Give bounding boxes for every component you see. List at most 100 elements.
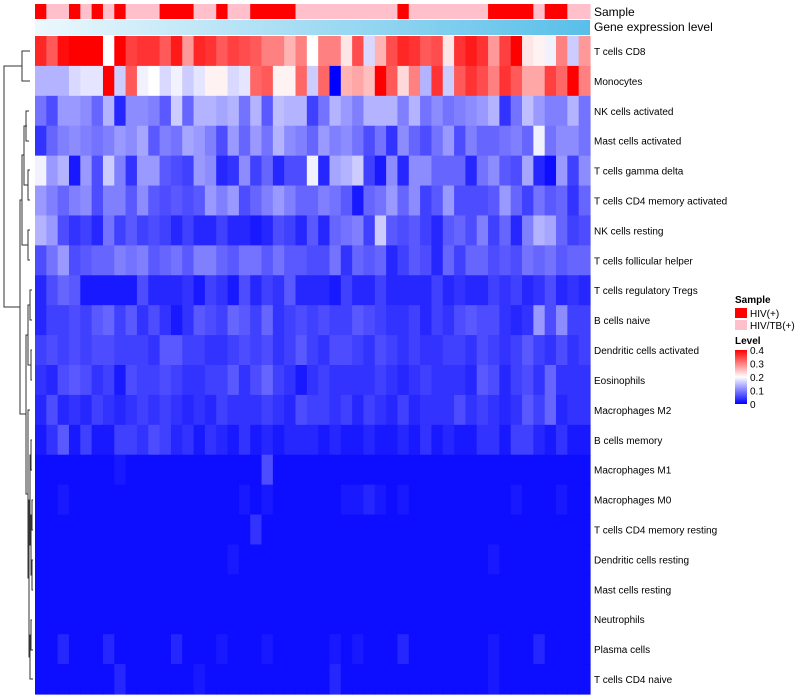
heatmap-cell: [522, 335, 534, 366]
sample-annotation-cell: [68, 4, 81, 19]
heatmap-cell: [261, 574, 274, 605]
heatmap-cell: [510, 305, 523, 336]
heatmap-cell: [295, 394, 308, 426]
heatmap-cell: [318, 215, 331, 246]
heatmap-cell: [567, 424, 580, 456]
heatmap-cell: [363, 664, 376, 695]
heatmap-cell: [578, 155, 591, 187]
heatmap-cell: [442, 305, 455, 336]
heatmap-cell: [250, 335, 263, 366]
heatmap-cell: [567, 484, 580, 516]
heatmap-cell: [374, 125, 387, 157]
heatmap-cell: [193, 305, 206, 336]
heatmap-cell: [352, 544, 365, 575]
heatmap-cell: [454, 125, 467, 157]
heatmap-cell: [306, 454, 319, 486]
heatmap-cell: [578, 544, 591, 575]
heatmap-cell: [170, 394, 183, 426]
heatmap-cell: [295, 215, 308, 246]
heatmap-cell: [465, 155, 478, 187]
heatmap-cell: [488, 335, 500, 366]
heatmap-cell: [136, 65, 149, 97]
heatmap-cell: [57, 484, 70, 516]
heatmap-cell: [102, 125, 115, 157]
heatmap-cell: [386, 95, 399, 127]
heatmap-cell: [386, 245, 399, 276]
heatmap-cell: [102, 514, 115, 546]
heatmap-cell: [510, 185, 523, 217]
heatmap-cell: [556, 634, 568, 665]
row-label: Macrophages M2: [594, 406, 672, 417]
heatmap-cell: [295, 574, 308, 605]
heatmap-cell: [68, 245, 81, 276]
heatmap-cell: [352, 125, 365, 157]
heatmap-cell: [431, 95, 444, 127]
heatmap-cell: [114, 155, 127, 187]
heatmap-cell: [329, 36, 342, 67]
heatmap-cell: [91, 305, 104, 336]
heatmap-cell: [159, 275, 172, 306]
heatmap-cell: [35, 245, 47, 276]
heatmap-cell: [46, 664, 59, 695]
heatmap-cell: [374, 574, 387, 605]
heatmap-cell: [476, 424, 489, 456]
heatmap-cell: [397, 245, 410, 276]
heatmap-cell: [35, 155, 47, 187]
heatmap-cell: [80, 65, 93, 97]
heatmap-cell: [170, 95, 183, 127]
heatmap-cell: [454, 215, 467, 246]
heatmap-cell: [431, 664, 444, 695]
heatmap-cell: [352, 634, 365, 665]
heatmap-cell: [578, 215, 591, 246]
heatmap-cell: [204, 574, 217, 605]
heatmap-cell: [91, 514, 104, 546]
heatmap-cell: [57, 634, 70, 665]
heatmap-cell: [35, 275, 47, 306]
heatmap-cell: [306, 185, 319, 217]
heatmap-cell: [363, 365, 376, 396]
sample-annotation-cell: [386, 4, 399, 19]
heatmap-cell: [80, 634, 93, 665]
heatmap-cell: [204, 604, 217, 635]
heatmap-cell: [408, 215, 421, 246]
heatmap-cell: [454, 365, 467, 396]
heatmap-cell: [35, 335, 47, 366]
heatmap-cell: [488, 454, 500, 486]
heatmap-cell: [374, 484, 387, 516]
heatmap-cell: [318, 155, 331, 187]
heatmap-cell: [284, 155, 297, 187]
heatmap-cell: [397, 155, 410, 187]
heatmap-cell: [170, 514, 183, 546]
heatmap-cell: [295, 365, 308, 396]
sample-annotation-cell: [159, 4, 172, 19]
heatmap-cell: [80, 604, 93, 635]
row-label: T cells CD4 memory activated: [594, 197, 727, 208]
heatmap-cell: [397, 454, 410, 486]
heatmap-cell: [227, 185, 240, 217]
heatmap-cell: [136, 544, 149, 575]
heatmap-cell: [567, 65, 580, 97]
heatmap-cell: [522, 365, 534, 396]
heatmap-cell: [352, 394, 365, 426]
heatmap-cell: [522, 424, 534, 456]
heatmap-cell: [318, 65, 331, 97]
heatmap-cell: [556, 424, 568, 456]
heatmap-cells: [35, 36, 591, 695]
heatmap-cell: [488, 305, 500, 336]
heatmap-cell: [420, 424, 433, 456]
heatmap-cell: [216, 604, 229, 635]
heatmap-cell: [216, 305, 229, 336]
heatmap-cell: [306, 245, 319, 276]
heatmap-cell: [204, 454, 217, 486]
heatmap-cell: [556, 155, 568, 187]
heatmap-cell: [352, 514, 365, 546]
heatmap-cell: [363, 514, 376, 546]
heatmap-cell: [261, 155, 274, 187]
heatmap-cell: [125, 454, 138, 486]
heatmap-cell: [148, 36, 161, 67]
heatmap-cell: [499, 275, 512, 306]
heatmap-cell: [544, 335, 557, 366]
heatmap-cell: [318, 36, 331, 67]
sample-annotation-cell: [352, 4, 365, 19]
heatmap-cell: [114, 245, 127, 276]
